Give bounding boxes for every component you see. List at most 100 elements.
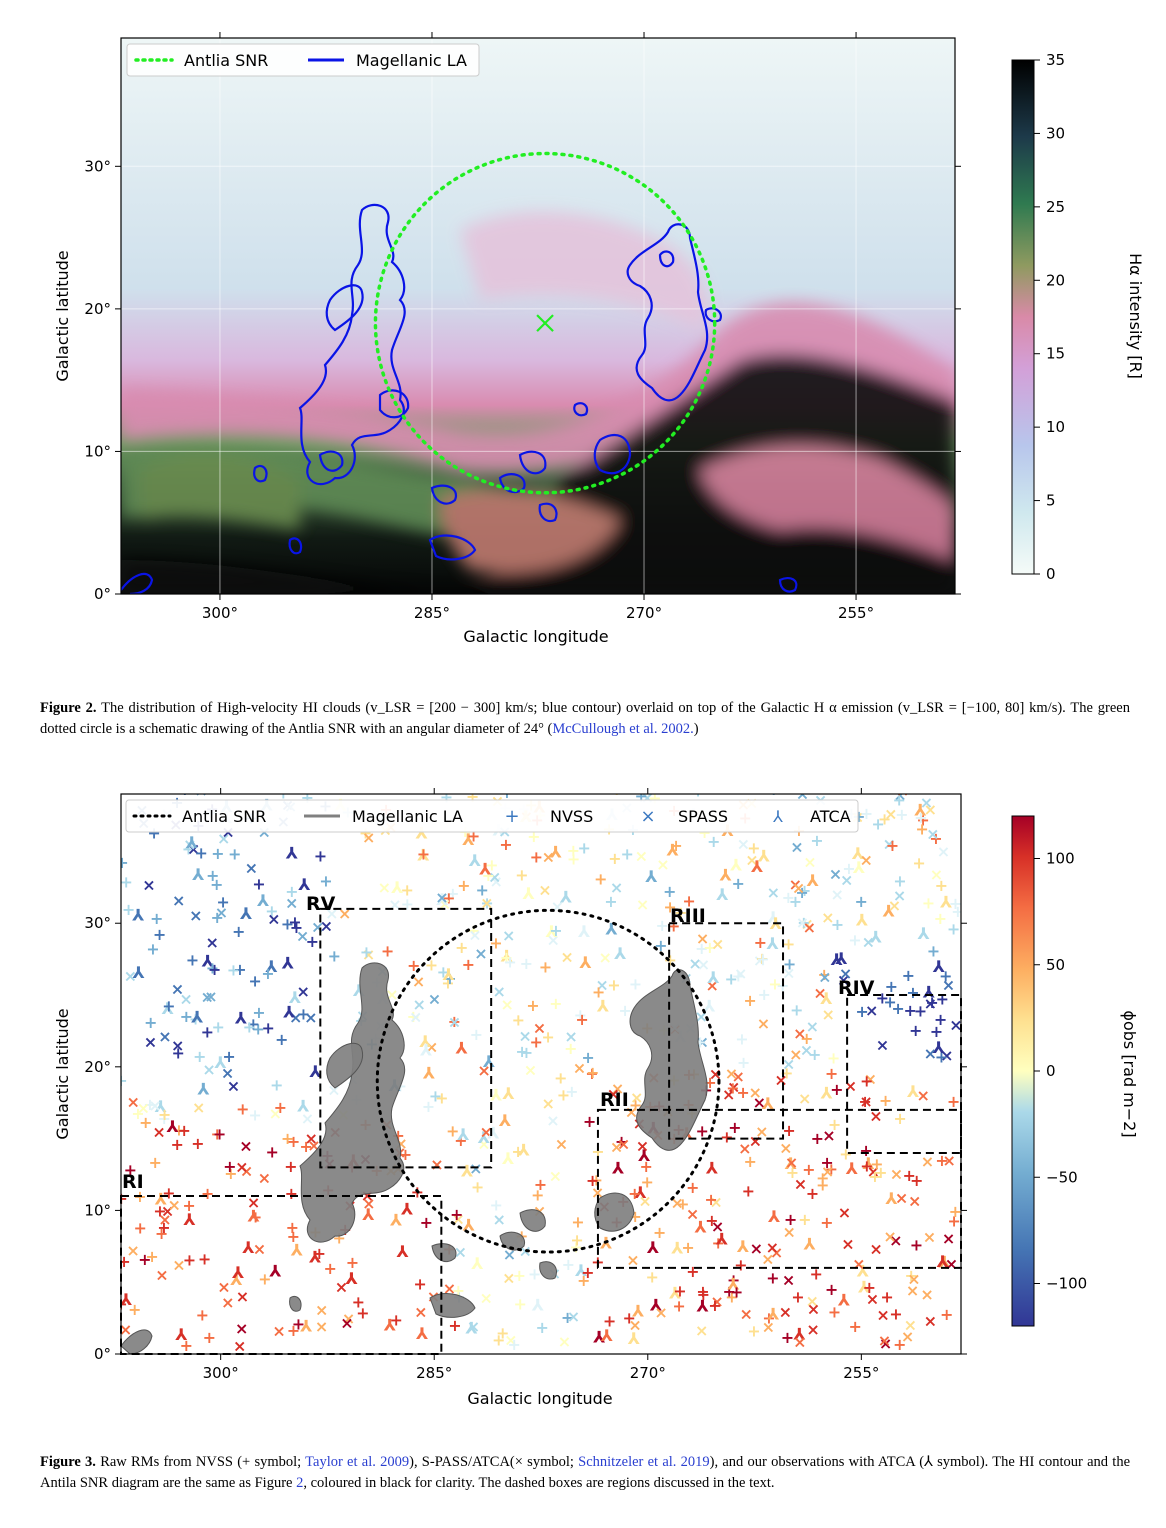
rm-marker: ⅄ bbox=[268, 1261, 281, 1280]
rm-marker: × bbox=[876, 1306, 889, 1325]
rm-marker: ⅄ bbox=[644, 867, 657, 886]
colorbar-tick-label: 25 bbox=[1046, 198, 1065, 216]
rm-marker: ⅄ bbox=[419, 1041, 432, 1060]
rm-marker: × bbox=[558, 1332, 571, 1351]
rm-marker: + bbox=[155, 1224, 168, 1243]
rm-marker: + bbox=[417, 845, 430, 864]
rm-marker: + bbox=[878, 810, 891, 829]
y-tick-label: 10° bbox=[84, 1201, 111, 1219]
rm-marker: × bbox=[865, 1001, 878, 1020]
rm-marker: × bbox=[124, 967, 137, 986]
rm-marker: × bbox=[722, 1085, 735, 1104]
rm-marker: × bbox=[158, 1210, 171, 1229]
colorbar-tick-label: −50 bbox=[1046, 1168, 1078, 1186]
rm-marker: + bbox=[306, 932, 319, 951]
caption-reference-link[interactable]: McCullough et al. 2002. bbox=[552, 721, 694, 737]
rm-marker: + bbox=[389, 1310, 402, 1329]
rm-marker: × bbox=[467, 1317, 480, 1336]
rm-marker: ⅄ bbox=[837, 1291, 850, 1310]
rm-marker: + bbox=[455, 938, 468, 957]
rm-marker: + bbox=[615, 1132, 628, 1151]
rm-marker: × bbox=[555, 1135, 568, 1154]
rm-marker: ⅄ bbox=[646, 1238, 659, 1257]
rm-marker: + bbox=[514, 1295, 527, 1314]
rm-marker: × bbox=[342, 1309, 355, 1328]
rm-marker: ⅄ bbox=[596, 997, 609, 1016]
rm-marker: × bbox=[538, 880, 551, 899]
rm-marker: ⅄ bbox=[604, 919, 617, 938]
rm-marker: + bbox=[825, 1064, 838, 1083]
rm-marker: × bbox=[654, 1303, 667, 1322]
rm-marker: + bbox=[681, 1238, 694, 1257]
rm-marker: ⅄ bbox=[633, 1183, 646, 1202]
rm-marker: × bbox=[867, 1162, 880, 1181]
rm-marker: + bbox=[275, 1030, 288, 1049]
rm-marker: × bbox=[859, 1092, 872, 1111]
rm-marker: + bbox=[574, 1005, 587, 1024]
rm-marker: + bbox=[731, 874, 744, 893]
rm-marker: + bbox=[248, 1105, 261, 1124]
rm-marker: + bbox=[782, 888, 795, 907]
rm-marker: × bbox=[168, 1196, 181, 1215]
rm-marker: × bbox=[474, 944, 487, 963]
rm-marker: + bbox=[356, 1303, 369, 1322]
rm-marker: + bbox=[407, 1007, 420, 1026]
rm-marker: × bbox=[245, 859, 258, 878]
rm-marker: × bbox=[930, 865, 943, 884]
antlia-snr-circle-black bbox=[375, 908, 721, 1254]
rm-marker: + bbox=[287, 1132, 300, 1151]
colorbar-rm bbox=[1011, 815, 1035, 1327]
rm-marker: × bbox=[236, 1287, 249, 1306]
rm-marker: + bbox=[674, 903, 687, 922]
rm-marker: + bbox=[265, 902, 278, 921]
y-tick-label: 20° bbox=[84, 300, 111, 318]
rm-marker: + bbox=[162, 996, 175, 1015]
rm-marker: ⅄ bbox=[247, 1207, 260, 1226]
caption-ref-schnitzeler[interactable]: Schnitzeler et al. 2019 bbox=[578, 1454, 710, 1470]
rm-marker: × bbox=[782, 1054, 795, 1073]
rm-marker: ⅄ bbox=[486, 1124, 499, 1143]
rm-marker: × bbox=[493, 1210, 506, 1229]
rm-marker: × bbox=[409, 1007, 422, 1026]
rm-marker: × bbox=[194, 781, 207, 800]
rm-marker: + bbox=[583, 1112, 596, 1131]
region-label-ri: RI bbox=[122, 1171, 144, 1193]
rm-marker: × bbox=[599, 948, 612, 967]
rm-marker: + bbox=[490, 1196, 503, 1215]
rm-marker: + bbox=[570, 1230, 583, 1249]
rm-marker: + bbox=[704, 1190, 717, 1209]
rm-marker: × bbox=[171, 980, 184, 999]
magellanic-la-contour bbox=[121, 203, 798, 594]
rm-marker: + bbox=[482, 866, 495, 885]
caption-ref-taylor[interactable]: Taylor et al. 2009 bbox=[305, 1454, 410, 1470]
rm-marker: + bbox=[569, 1238, 582, 1257]
rm-marker: ⅄ bbox=[477, 1128, 490, 1147]
rm-marker: + bbox=[131, 1104, 144, 1123]
rm-marker: + bbox=[150, 909, 163, 928]
rm-marker: × bbox=[942, 1151, 955, 1170]
rm-marker: ⅄ bbox=[750, 857, 763, 876]
rm-marker: × bbox=[221, 1063, 234, 1082]
caption-ref-figure[interactable]: 2 bbox=[296, 1475, 304, 1491]
rm-marker: + bbox=[203, 1328, 216, 1347]
rm-marker: + bbox=[654, 936, 667, 955]
rm-marker: × bbox=[217, 829, 230, 848]
rm-marker: + bbox=[737, 1053, 750, 1072]
rm-marker: + bbox=[798, 1210, 811, 1229]
rm-marker: × bbox=[696, 929, 709, 948]
rm-marker: ⅄ bbox=[715, 885, 728, 904]
rm-marker: + bbox=[916, 811, 929, 830]
rm-marker: + bbox=[902, 966, 915, 985]
rm-marker: + bbox=[564, 1039, 577, 1058]
rm-marker: ⅄ bbox=[468, 851, 481, 870]
rm-marker: + bbox=[288, 912, 301, 931]
rm-marker: ⅄ bbox=[308, 1247, 321, 1266]
rm-marker: + bbox=[196, 1306, 209, 1325]
colorbar-tick-label: 15 bbox=[1046, 345, 1065, 363]
rm-marker: + bbox=[910, 1171, 923, 1190]
rm-marker: + bbox=[868, 1167, 881, 1186]
rm-marker: + bbox=[124, 1161, 137, 1180]
rm-marker: + bbox=[743, 991, 756, 1010]
rm-marker: × bbox=[879, 1334, 892, 1353]
rm-marker: + bbox=[507, 1335, 520, 1354]
